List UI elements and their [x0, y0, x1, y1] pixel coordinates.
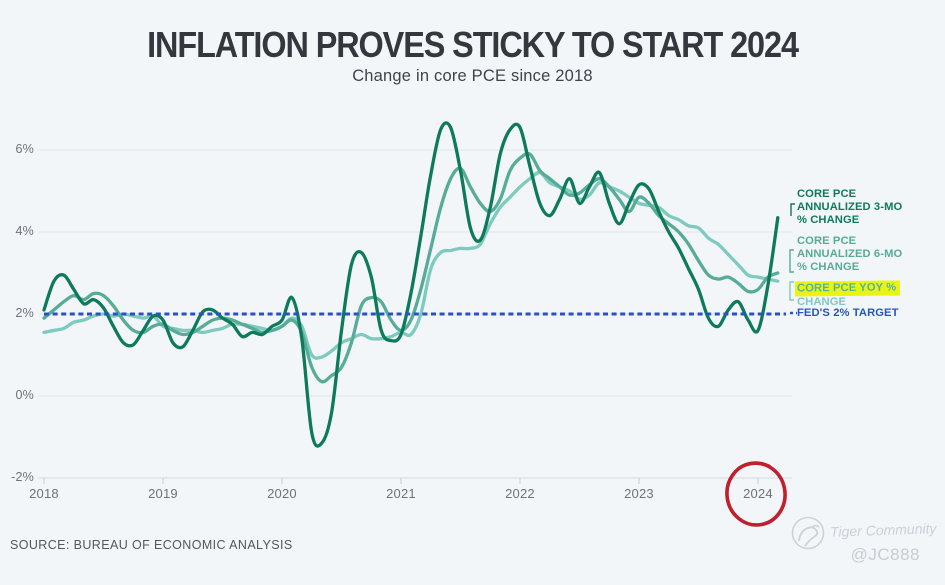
legend-fed-target: FED'S 2% TARGET — [797, 307, 945, 320]
legend-fed-target-label: FED'S 2% TARGET — [797, 307, 899, 319]
page-title: INFLATION PROVES STICKY TO START 2024 — [147, 24, 799, 65]
page-subtitle: Change in core PCE since 2018 — [352, 67, 593, 85]
grid-layer — [38, 149, 792, 484]
legend-core-3mo-line1: CORE PCE — [797, 188, 857, 200]
x-axis-label-2023: 2023 — [624, 486, 654, 501]
x-axis-label-2020: 2020 — [267, 486, 297, 501]
y-axis-label-4%: 4% — [15, 224, 34, 238]
series-line-core-pce-yoy-change — [42, 170, 780, 360]
legend-core-3mo: CORE PCE ANNUALIZED 3-MO % CHANGE — [797, 188, 945, 226]
legend-core-yoy: CORE PCE YOY % CHANGE — [794, 280, 945, 309]
source-note: SOURCE: BUREAU OF ECONOMIC ANALYSIS — [10, 538, 293, 552]
x-axis-label-2021: 2021 — [386, 486, 416, 501]
watermark-handle: @JC888 — [850, 545, 920, 564]
legend-core-6mo: CORE PCE ANNUALIZED 6-MO % CHANGE — [797, 235, 945, 273]
legend-core-6mo-line3: % CHANGE — [797, 260, 860, 273]
y-axis-label-2%: 2% — [15, 306, 34, 320]
series-layer — [42, 121, 786, 448]
red-circle-annotation — [725, 461, 787, 527]
x-axis-label-2024: 2024 — [743, 486, 773, 501]
legend-core-3mo-line3: % CHANGE — [797, 213, 860, 226]
series-line-core-pce-annualized-6-mo-change — [42, 151, 780, 384]
y-axis-label-6%: 6% — [15, 142, 34, 156]
x-axis-label-2018: 2018 — [29, 486, 59, 501]
tiger-logo-icon — [791, 516, 825, 550]
legend-core-6mo-line2: ANNUALIZED 6-MO — [797, 247, 903, 260]
series-line-core-pce-annualized-3-mo-change — [42, 121, 780, 448]
y-axis-label--2%: -2% — [11, 470, 34, 484]
connector-yoy-bracket — [789, 281, 794, 301]
connector-3mo-bracket — [790, 203, 795, 216]
connector-6mo-bracket — [789, 249, 794, 273]
legend-core-yoy-highlighted: CORE PCE YOY % — [794, 280, 901, 297]
legend-core-3mo-line2: ANNUALIZED 3-MO — [797, 200, 903, 213]
y-axis-label-0%: 0% — [15, 388, 34, 402]
x-axis-label-2019: 2019 — [148, 486, 178, 501]
x-axis-label-2022: 2022 — [505, 486, 535, 501]
legend-core-6mo-line1: CORE PCE — [797, 235, 857, 247]
legend-core-yoy-line2: CHANGE — [797, 295, 847, 308]
